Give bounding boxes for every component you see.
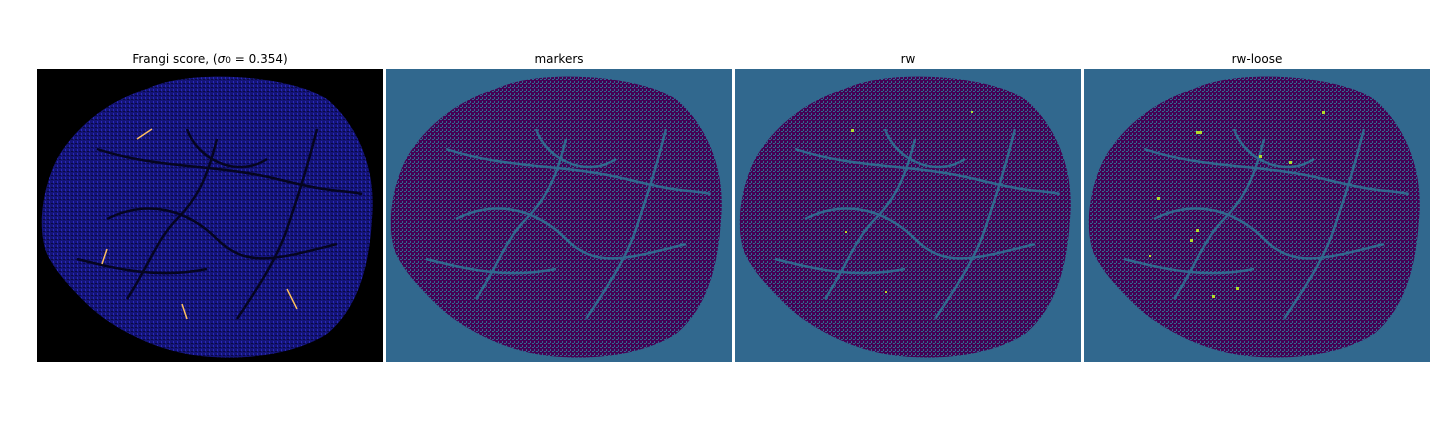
rw-image <box>735 69 1081 362</box>
markers-vessels <box>425 128 712 320</box>
rw-loose-highlights <box>1149 111 1325 298</box>
rw-tissue <box>739 76 1071 358</box>
rw-title: rw <box>900 52 916 66</box>
frangi-image <box>37 69 383 362</box>
rw-svg <box>735 69 1081 362</box>
rw-loose-svg <box>1084 69 1430 362</box>
frangi-vessels <box>76 128 363 320</box>
markers-svg <box>386 69 732 362</box>
rw-loose-image <box>1084 69 1430 362</box>
frangi-title: Frangi score, (σ0 = 0.354) <box>132 52 288 66</box>
frangi-tissue <box>41 76 373 358</box>
rw-highlights <box>845 111 973 293</box>
markers-tissue <box>390 76 722 358</box>
markers-title: markers <box>534 52 584 66</box>
rw-vessels <box>774 128 1061 320</box>
rw-loose-title: rw-loose <box>1231 52 1283 66</box>
frangi-svg <box>37 69 383 362</box>
rw-loose-tissue <box>1088 76 1420 358</box>
rw-loose-vessels <box>1123 128 1410 320</box>
markers-image <box>386 69 732 362</box>
frangi-highlights <box>101 128 298 320</box>
